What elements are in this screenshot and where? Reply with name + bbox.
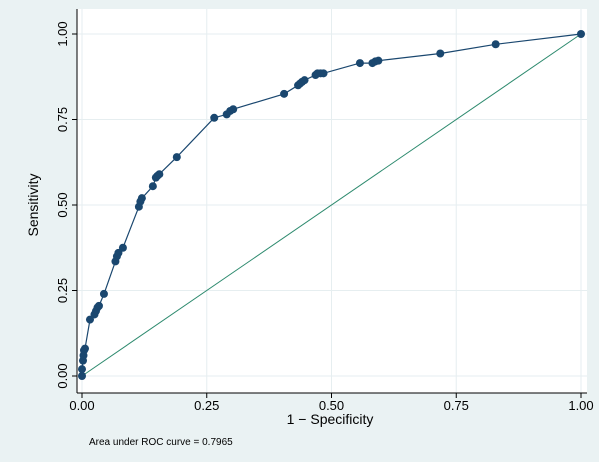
y-tick-label: 0.00 bbox=[55, 363, 70, 388]
roc-point bbox=[155, 170, 164, 179]
roc-point bbox=[99, 289, 108, 298]
x-tick-label: 1.00 bbox=[568, 398, 593, 413]
roc-point bbox=[172, 153, 181, 162]
roc-point bbox=[85, 315, 94, 324]
reference-line bbox=[81, 33, 582, 377]
y-tick-label: 0.50 bbox=[55, 192, 70, 217]
roc-point bbox=[78, 372, 86, 380]
roc-point bbox=[229, 105, 238, 114]
roc-point bbox=[114, 248, 123, 257]
x-tick-label: 0.00 bbox=[69, 398, 94, 413]
roc-point bbox=[491, 40, 500, 49]
x-tick-label: 0.75 bbox=[444, 398, 469, 413]
roc-point bbox=[436, 49, 445, 58]
roc-point bbox=[137, 194, 146, 203]
roc-point bbox=[280, 89, 289, 98]
roc-point bbox=[210, 113, 219, 122]
x-axis-title: 1 − Specificity bbox=[287, 411, 374, 427]
y-tick-label: 0.75 bbox=[55, 107, 70, 132]
roc-point bbox=[80, 344, 89, 353]
y-axis: 0.00 0.25 0.50 0.75 1.00 bbox=[55, 9, 78, 393]
roc-point bbox=[118, 243, 127, 252]
roc-point bbox=[148, 182, 157, 191]
auc-note: Area under ROC curve = 0.7965 bbox=[89, 437, 233, 448]
roc-point bbox=[300, 76, 309, 85]
roc-point bbox=[94, 301, 103, 310]
y-axis-title: Sensitivity bbox=[25, 173, 41, 236]
roc-point bbox=[319, 69, 328, 78]
roc-point bbox=[78, 365, 86, 374]
x-tick-label: 0.50 bbox=[319, 398, 344, 413]
x-axis: 0.00 0.25 0.50 0.75 1.00 bbox=[69, 392, 594, 413]
x-tick-label: 0.25 bbox=[194, 398, 219, 413]
y-tick-label: 0.25 bbox=[55, 278, 70, 303]
roc-point bbox=[374, 56, 383, 65]
roc-point bbox=[577, 30, 585, 38]
series-group bbox=[78, 30, 585, 380]
roc-point bbox=[355, 59, 364, 68]
y-tick-label: 1.00 bbox=[55, 21, 70, 46]
